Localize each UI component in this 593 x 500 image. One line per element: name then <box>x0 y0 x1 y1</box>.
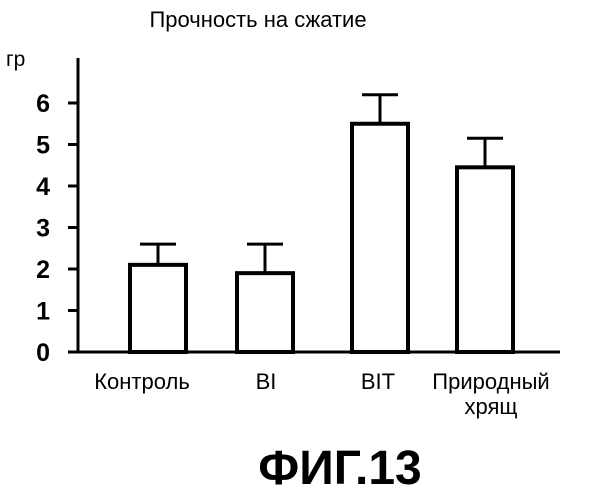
x-category-label: BIT <box>361 369 395 394</box>
y-tick-label: 1 <box>36 298 50 326</box>
bars <box>130 95 513 352</box>
y-tick-label: 0 <box>36 339 50 367</box>
bar <box>130 265 186 352</box>
x-category-label: BI <box>256 369 277 394</box>
chart-title: Прочность на сжатие <box>149 7 366 32</box>
bar <box>352 124 408 352</box>
figure-caption: ФИГ.13 <box>258 442 421 495</box>
x-category-label: хрящ <box>464 394 517 419</box>
y-tick-label: 4 <box>36 173 50 201</box>
category-labels: Контроль BI BIT Природныйхрящ <box>94 369 549 419</box>
y-tick-label: 6 <box>36 90 50 118</box>
y-axis-unit-label: гр <box>6 48 25 71</box>
y-tick-label: 3 <box>36 215 50 243</box>
x-category-label: Природный <box>432 369 549 394</box>
y-tick-label: 5 <box>36 132 50 160</box>
y-ticks: 0 1 2 3 4 5 6 <box>36 90 78 367</box>
x-category-label: Контроль <box>94 369 190 394</box>
y-tick-label: 2 <box>36 256 50 284</box>
bar <box>237 273 293 352</box>
bar <box>457 167 513 352</box>
